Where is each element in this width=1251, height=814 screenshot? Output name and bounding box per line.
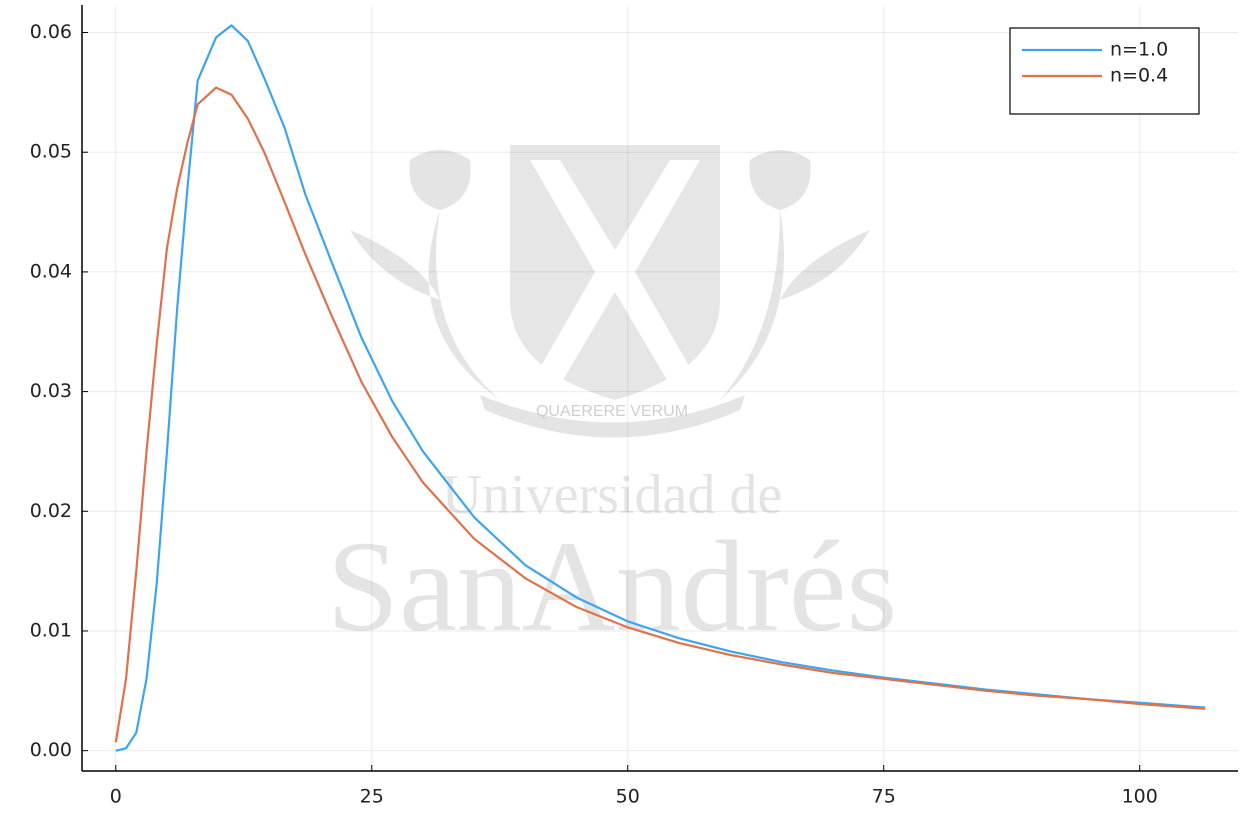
crest-ribbon (480, 395, 745, 438)
series-line (114, 86, 1206, 743)
y-tick-label: 0.00 (30, 739, 72, 761)
y-tick-label: 0.02 (30, 500, 72, 522)
legend-label: n=1.0 (1110, 39, 1168, 61)
y-tick-label: 0.06 (30, 21, 72, 43)
y-tick-label: 0.01 (30, 619, 72, 641)
watermark-line1: Universidad de (442, 464, 783, 526)
x-tick-label: 25 (360, 786, 384, 808)
series-line (115, 24, 1206, 752)
y-tick-label: 0.04 (30, 260, 72, 282)
crest-right-thistle (720, 150, 870, 400)
x-tick-label: 50 (616, 786, 640, 808)
x-tick-label: 100 (1122, 786, 1158, 808)
x-tick-label: 75 (872, 786, 896, 808)
legend-box (1009, 27, 1200, 115)
legend: n=1.0 n=0.4 (1009, 27, 1200, 115)
crest-left-thistle (350, 150, 500, 400)
watermark-line2: SanAndrés (327, 515, 897, 659)
watermark: QUAERERE VERUM Universidad de SanAndrés (327, 145, 897, 659)
x-tick-label: 0 (110, 786, 122, 808)
y-tick-label: 0.05 (30, 141, 72, 163)
watermark-motto: QUAERERE VERUM (536, 403, 688, 420)
y-tick-label: 0.03 (30, 380, 72, 402)
legend-label: n=0.4 (1110, 65, 1168, 87)
crest-cross (530, 160, 700, 385)
